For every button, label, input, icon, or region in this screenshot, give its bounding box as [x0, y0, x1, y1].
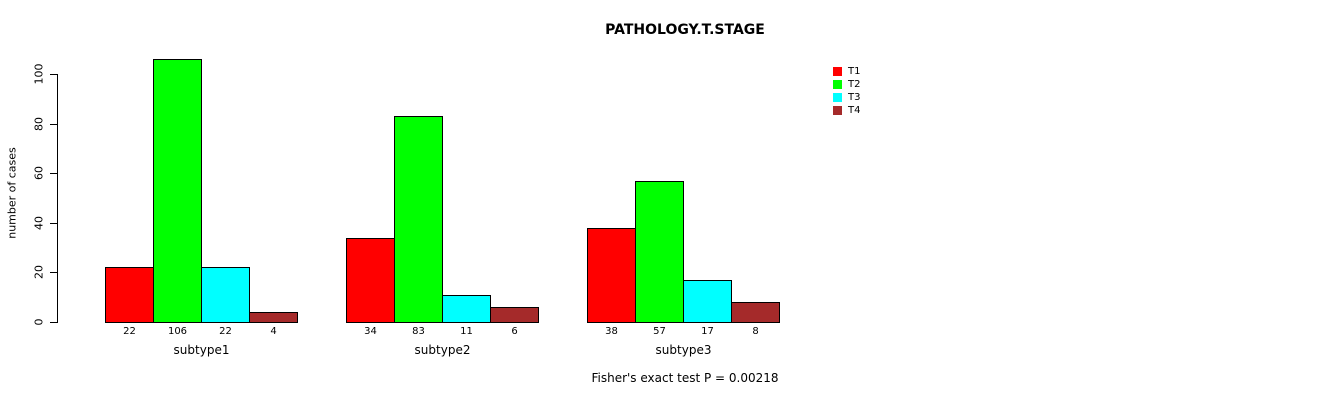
legend: T1 T2 T3 T4 — [833, 65, 860, 117]
y-axis-tick-label: 20 — [32, 265, 46, 280]
legend-item: T3 — [833, 91, 860, 104]
bar-t1-subtype2 — [346, 237, 395, 323]
legend-label: T2 — [848, 79, 861, 90]
category-label: subtype2 — [414, 343, 471, 357]
legend-swatch-t2 — [833, 80, 842, 89]
chart-title: PATHOLOGY.T.STAGE — [605, 22, 765, 38]
y-axis-tick — [50, 272, 57, 274]
bar-t1-subtype1 — [105, 267, 154, 323]
bar-t2-subtype3 — [635, 180, 684, 323]
bar-t4-subtype2 — [490, 307, 539, 323]
y-axis-tick-label: 60 — [32, 166, 46, 181]
bar-value-label: 57 — [653, 326, 666, 337]
bar-value-label: 4 — [270, 326, 277, 337]
y-axis-label: number of cases — [5, 147, 19, 239]
bar-t3-subtype3 — [683, 279, 732, 323]
legend-swatch-t1 — [833, 67, 842, 76]
legend-item: T2 — [833, 78, 860, 91]
y-axis-tick — [50, 74, 57, 75]
bar-value-label: 34 — [364, 326, 377, 337]
legend-label: T4 — [848, 105, 861, 116]
bar-t3-subtype1 — [201, 267, 250, 323]
bar-t2-subtype2 — [394, 116, 443, 323]
y-axis-line — [57, 74, 58, 323]
bar-t3-subtype2 — [442, 294, 491, 323]
bar-value-label: 17 — [701, 326, 714, 337]
category-label: subtype1 — [173, 343, 230, 357]
bar-t2-subtype1 — [153, 59, 202, 323]
y-axis-tick-label: 80 — [32, 116, 46, 131]
legend-label: T1 — [848, 66, 861, 77]
bar-value-label: 106 — [167, 326, 188, 337]
bar-value-label: 6 — [511, 326, 518, 337]
legend-label: T3 — [848, 92, 861, 103]
y-axis-tick — [50, 222, 57, 224]
legend-swatch-t3 — [833, 93, 842, 102]
y-axis-tick — [50, 173, 57, 175]
legend-swatch-t4 — [833, 106, 842, 115]
bar-t4-subtype1 — [249, 312, 298, 323]
y-axis-tick-label: 0 — [32, 318, 46, 326]
bar-t1-subtype3 — [587, 227, 636, 323]
y-axis-tick-label: 40 — [32, 215, 46, 230]
bar-value-label: 8 — [752, 326, 759, 337]
category-label: subtype3 — [655, 343, 712, 357]
legend-item: T4 — [833, 104, 860, 117]
bar-value-label: 22 — [219, 326, 232, 337]
stat-annotation: Fisher's exact test P = 0.00218 — [591, 371, 779, 385]
legend-item: T1 — [833, 65, 860, 78]
bar-t4-subtype3 — [731, 302, 780, 323]
bar-value-label: 11 — [460, 326, 473, 337]
y-axis-tick — [50, 123, 57, 125]
bar-value-label: 38 — [605, 326, 618, 337]
bar-value-label: 22 — [123, 326, 136, 337]
y-axis-tick — [50, 322, 57, 323]
y-axis-tick-label: 100 — [32, 63, 46, 85]
bar-value-label: 83 — [412, 326, 425, 337]
